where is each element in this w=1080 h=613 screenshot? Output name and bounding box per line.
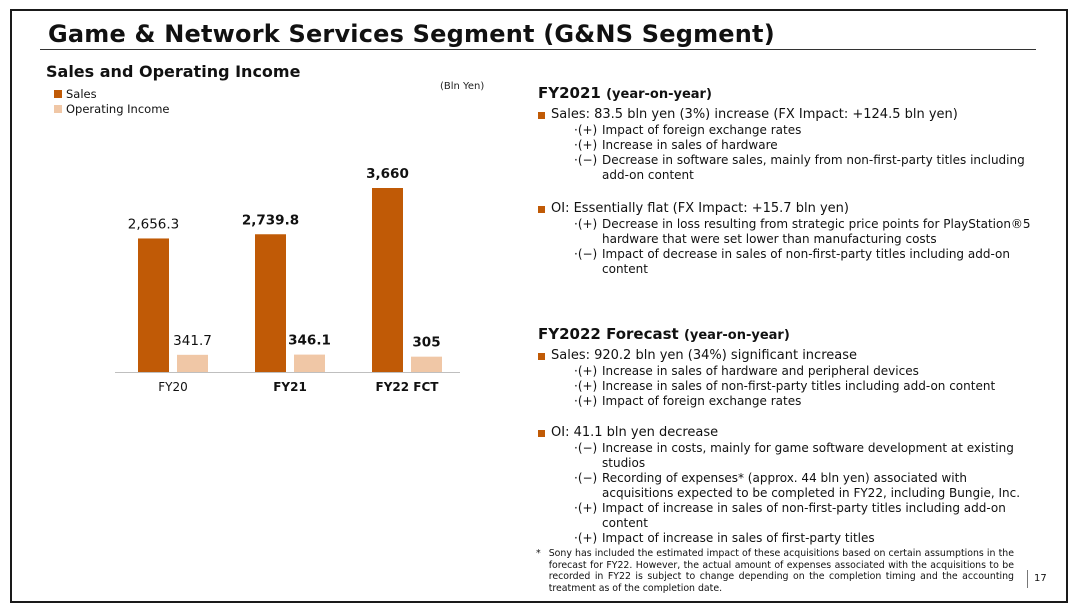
fy2021-oi-detail-item: ·(+) Decrease in loss resulting from stra… — [574, 217, 1038, 247]
fy2021-sales-detail-item: ·(+) Impact of foreign exchange rates — [574, 123, 1038, 138]
fy2021-heading-sub: (year-on-year) — [606, 87, 712, 102]
fy2022-sales-details: ·(+) Increase in sales of hardware and pe… — [574, 364, 1038, 409]
fy2022-oi-detail-item: ·(−) Increase in costs, mainly for game s… — [574, 441, 1038, 471]
fy2022-oi-text: OI: 41.1 bln yen decrease — [551, 425, 719, 440]
fy2022-heading-sub: (year-on-year) — [683, 328, 790, 343]
impact-text: Recording of expenses* (approx. 44 bln y… — [602, 471, 1021, 500]
fy2022-sales-bullet: Sales: 920.2 bln yen (34%) significant i… — [538, 348, 1038, 364]
chart-legend: Sales Operating Income — [54, 86, 169, 116]
impact-text: Decrease in loss resulting from strategi… — [602, 217, 1031, 246]
impact-text: Impact of foreign exchange rates — [602, 123, 802, 137]
impact-text: Impact of foreign exchange rates — [602, 394, 802, 408]
fy2021-oi-bullet: OI: Essentially flat (FX Impact: +15.7 b… — [538, 201, 1038, 217]
fy2022-oi-detail-item: ·(+) Impact of increase in sales of non-f… — [574, 501, 1038, 531]
data-label: 346.1 — [288, 333, 331, 349]
footnote-mark: * — [536, 548, 541, 559]
fy2021-oi-detail-item: ·(−) Impact of decrease in sales of non-f… — [574, 247, 1038, 277]
fy2021-sales-bullet: Sales: 83.5 bln yen (3%) increase (FX Im… — [538, 107, 1038, 123]
bar-sales-fy21 — [255, 234, 286, 372]
data-label: 2,739.8 — [242, 212, 299, 228]
impact-text: Impact of decrease in sales of non-first… — [602, 247, 1010, 276]
impact-text: Increase in sales of hardware and periph… — [602, 364, 919, 378]
bullet-marker — [538, 206, 545, 213]
fy2021-sales-details: ·(+) Impact of foreign exchange rates ·(+)… — [574, 123, 1038, 183]
impact-text: Impact of increase in sales of non-first… — [602, 501, 1006, 530]
fy2022-section: FY2022 Forecast (year-on-year) Sales: 92… — [538, 325, 1038, 546]
fy2022-heading-text: FY2022 Forecast — [538, 325, 679, 343]
impact-sign: ·(−) — [574, 247, 598, 261]
fy2022-sales-detail-item: ·(+) Impact of foreign exchange rates — [574, 394, 1038, 409]
title-divider — [40, 49, 1036, 50]
fy2021-heading: FY2021 (year-on-year) — [538, 84, 1038, 102]
footnote: * Sony has included the estimated impact… — [536, 548, 1014, 594]
bullet-marker — [538, 430, 545, 437]
data-label: 341.7 — [173, 333, 212, 349]
data-label: 2,656.3 — [128, 216, 180, 232]
chart-title: Sales and Operating Income — [46, 62, 301, 81]
data-label: 3,660 — [366, 166, 409, 182]
legend-item-operating-income: Operating Income — [54, 101, 169, 116]
fy2022-heading: FY2022 Forecast (year-on-year) — [538, 325, 1038, 343]
impact-text: Impact of increase in sales of first-par… — [602, 531, 875, 545]
fy2022-oi-bullet: OI: 41.1 bln yen decrease — [538, 425, 1038, 441]
page-number: 17 — [1027, 570, 1047, 588]
fy2021-oi-text: OI: Essentially flat (FX Impact: +15.7 b… — [551, 201, 849, 216]
fy2021-sales-detail-item: ·(+) Increase in sales of hardware — [574, 138, 1038, 153]
bar-sales-fy20 — [138, 238, 169, 372]
impact-text: Increase in sales of hardware — [602, 138, 778, 152]
data-label: 305 — [412, 335, 440, 351]
impact-sign: ·(+) — [574, 394, 598, 408]
fy2022-sales-detail-item: ·(+) Increase in sales of non-first-party… — [574, 379, 1038, 394]
legend-label-sales: Sales — [66, 86, 97, 101]
bullet-marker — [538, 353, 545, 360]
slide-title: Game & Network Services Segment (G&NS Se… — [48, 20, 775, 48]
fy2022-oi-details: ·(−) Increase in costs, mainly for game s… — [574, 441, 1038, 546]
fy2021-sales-text: Sales: 83.5 bln yen (3%) increase (FX Im… — [551, 107, 958, 122]
impact-text: Increase in costs, mainly for game softw… — [602, 441, 1014, 470]
impact-sign: ·(−) — [574, 471, 598, 485]
fy2022-sales-text: Sales: 920.2 bln yen (34%) significant i… — [551, 348, 857, 363]
bar-operating-income-fy22-fct — [411, 356, 442, 372]
slide-frame — [10, 9, 1068, 603]
impact-sign: ·(+) — [574, 501, 598, 515]
impact-sign: ·(+) — [574, 217, 598, 231]
impact-text: Decrease in software sales, mainly from … — [602, 153, 1025, 182]
fy2021-heading-text: FY2021 — [538, 84, 601, 102]
x-tick-label: FY21 — [273, 380, 307, 394]
bar-operating-income-fy21 — [294, 354, 325, 372]
bar-operating-income-fy20 — [177, 354, 208, 372]
legend-item-sales: Sales — [54, 86, 169, 101]
fy2021-section: FY2021 (year-on-year) Sales: 83.5 bln ye… — [538, 84, 1038, 277]
impact-sign: ·(−) — [574, 441, 598, 455]
x-tick-label: FY20 — [158, 380, 188, 394]
impact-sign: ·(+) — [574, 364, 598, 378]
impact-text: Increase in sales of non-first-party tit… — [602, 379, 996, 393]
legend-label-operating-income: Operating Income — [66, 101, 170, 116]
bar-sales-fy22-fct — [372, 188, 403, 372]
footnote-text: Sony has included the estimated impact o… — [548, 548, 1014, 594]
chart-unit-label: (Bln Yen) — [440, 81, 485, 92]
fy2021-oi-details: ·(+) Decrease in loss resulting from stra… — [574, 217, 1038, 277]
impact-sign: ·(+) — [574, 123, 598, 137]
impact-sign: ·(+) — [574, 379, 598, 393]
x-tick-label: FY22 FCT — [376, 380, 440, 394]
impact-sign: ·(−) — [574, 153, 598, 167]
impact-sign: ·(+) — [574, 138, 598, 152]
fy2022-sales-detail-item: ·(+) Increase in sales of hardware and pe… — [574, 364, 1038, 379]
legend-swatch-operating-income — [54, 104, 62, 113]
sales-oi-bar-chart: 2,656.3 341.7 FY20 2,739.8 346.1 FY21 3,660 305… — [115, 166, 460, 394]
legend-swatch-sales — [54, 89, 62, 98]
fy2022-oi-detail-item: ·(+) Impact of increase in sales of first… — [574, 531, 1038, 546]
fy2021-sales-detail-item: ·(−) Decrease in software sales, mainly f… — [574, 153, 1038, 183]
impact-sign: ·(+) — [574, 531, 598, 545]
footnote-row: * Sony has included the estimated impact… — [536, 548, 1014, 594]
fy2022-oi-detail-item: ·(−) Recording of expenses* (approx. 44 b… — [574, 471, 1038, 501]
bullet-marker — [538, 112, 545, 119]
